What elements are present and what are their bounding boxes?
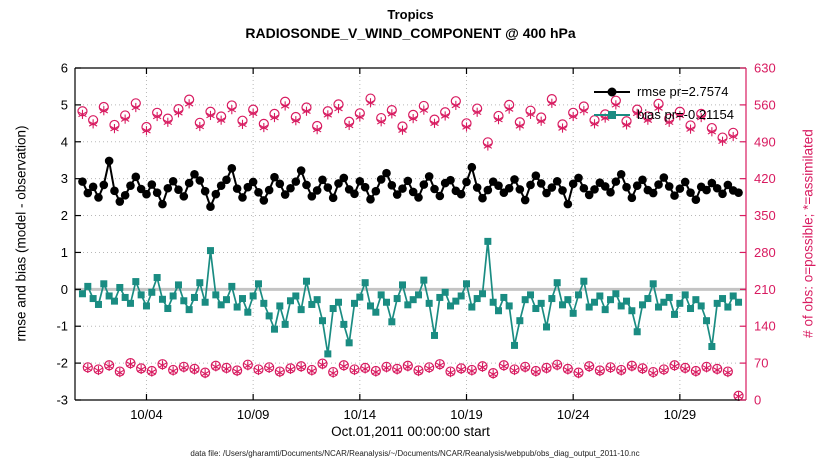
bias-square-marker-icon: [608, 110, 617, 119]
svg-text:140: 140: [754, 319, 776, 334]
svg-text:1: 1: [61, 245, 68, 260]
svg-text:-2: -2: [56, 356, 68, 371]
y-axis-label-left: rmse and bias (model - observation): [13, 125, 29, 342]
svg-text:0: 0: [61, 282, 68, 297]
svg-text:10/19: 10/19: [450, 407, 483, 422]
legend-item-bias: bias pr=-0.21154: [594, 103, 734, 126]
svg-text:6: 6: [61, 61, 68, 76]
chart-title-region: Tropics: [387, 7, 434, 22]
tick-labels: -3-2-10123456070140210280350420490560630…: [56, 61, 775, 423]
svg-text:10/04: 10/04: [130, 407, 163, 422]
series-bias: [78, 237, 743, 358]
svg-text:3: 3: [61, 171, 68, 186]
bias-line-sample: [594, 109, 631, 121]
svg-text:420: 420: [754, 171, 776, 186]
svg-text:490: 490: [754, 134, 776, 149]
series-obs_possible: [77, 93, 744, 401]
svg-text:210: 210: [754, 282, 776, 297]
legend-label-rmse: rmse pr=2.7574: [637, 84, 729, 99]
svg-text:10/09: 10/09: [237, 407, 270, 422]
series-obs_assimilated: [78, 98, 743, 401]
svg-text:280: 280: [754, 245, 776, 260]
svg-text:-1: -1: [56, 319, 68, 334]
svg-text:10/14: 10/14: [344, 407, 377, 422]
legend-label-bias: bias pr=-0.21154: [637, 107, 734, 122]
svg-text:560: 560: [754, 97, 776, 112]
axes: [74, 67, 747, 401]
svg-text:10/24: 10/24: [557, 407, 590, 422]
svg-text:4: 4: [61, 134, 68, 149]
svg-text:10/29: 10/29: [664, 407, 697, 422]
rmse-circle-marker-icon: [607, 87, 617, 96]
gridlines: [75, 68, 746, 400]
svg-text:70: 70: [754, 356, 768, 371]
svg-text:5: 5: [61, 97, 68, 112]
legend-item-rmse: rmse pr=2.7574: [594, 80, 734, 103]
x-axis-label: Oct.01,2011 00:00:00 start: [331, 424, 490, 439]
svg-text:0: 0: [754, 393, 761, 408]
svg-text:-3: -3: [56, 393, 68, 408]
chart-title-variable: RADIOSONDE_V_WIND_COMPONENT @ 400 hPa: [245, 25, 576, 41]
legend: rmse pr=2.7574 bias pr=-0.21154: [594, 80, 734, 126]
svg-text:630: 630: [754, 61, 776, 76]
rmse-line-sample: [594, 86, 631, 98]
series-rmse: [78, 156, 743, 212]
data-file-caption: data file: /Users/gharamti/Documents/NCA…: [190, 449, 640, 458]
svg-text:2: 2: [61, 208, 68, 223]
y-axis-label-right: # of obs: o=possible; *=assimilated: [800, 129, 816, 338]
svg-text:350: 350: [754, 208, 776, 223]
